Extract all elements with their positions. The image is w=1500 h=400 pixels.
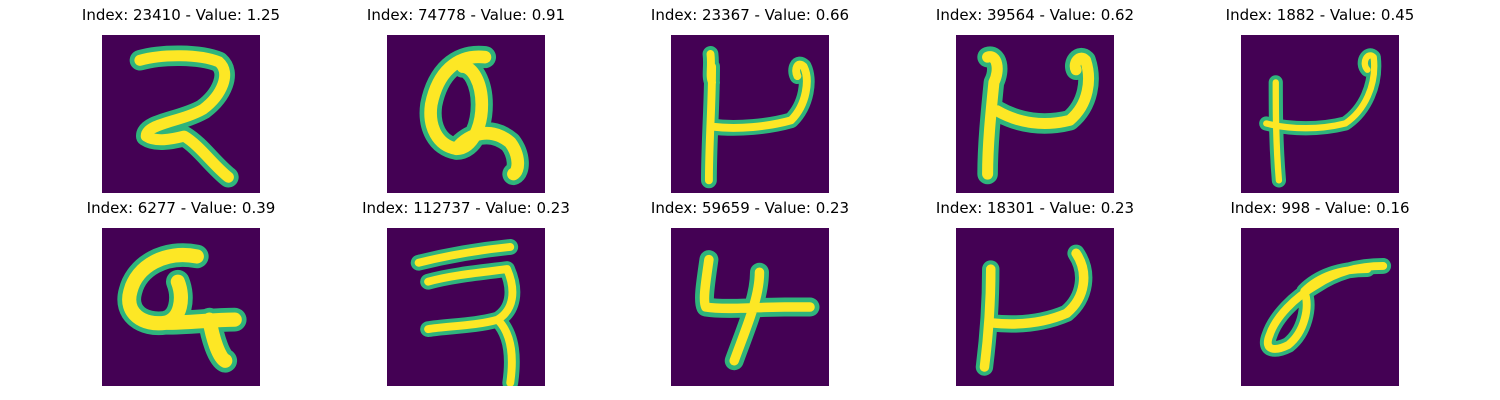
digit-image-2 [387,35,545,193]
digit-image-10 [1241,228,1399,386]
panel-title: Index: 39564 - Value: 0.62 [935,6,1135,24]
panel-7: Index: 112737 - Value: 0.23 [362,199,570,386]
digit-image-1 [102,35,260,193]
glyph-strokes [1259,48,1382,188]
panel-title: Index: 6277 - Value: 0.39 [86,199,276,217]
panel-8: Index: 59659 - Value: 0.23 [651,199,849,386]
glyph-strokes [694,250,820,371]
panel-title: Index: 998 - Value: 0.16 [1230,199,1410,217]
panel-title: Index: 74778 - Value: 0.91 [366,6,566,24]
panel-1: Index: 23410 - Value: 1.25 [82,6,280,193]
panel-title: Index: 112737 - Value: 0.23 [362,199,570,217]
digit-image-8 [671,228,829,386]
glyph-strokes [977,46,1099,185]
panel-title: Index: 18301 - Value: 0.23 [935,199,1135,217]
digit-image-6 [102,228,260,386]
panel-title: Index: 1882 - Value: 0.45 [1225,6,1415,24]
image-background [1241,228,1399,386]
glyph-strokes [419,45,529,186]
digit-image-3 [671,35,829,193]
digit-image-5 [1241,35,1399,193]
panel-10: Index: 998 - Value: 0.16 [1230,199,1410,386]
digit-image-7 [387,228,545,386]
panel-4: Index: 39564 - Value: 0.62 [936,6,1134,193]
panel-9: Index: 18301 - Value: 0.23 [936,199,1134,386]
glyph-strokes [701,46,815,189]
panel-2: Index: 74778 - Value: 0.91 [367,6,565,193]
panel-title: Index: 59659 - Value: 0.23 [650,199,850,217]
digit-image-9 [956,228,1114,386]
digit-image-4 [956,35,1114,193]
panel-3: Index: 23367 - Value: 0.66 [651,6,849,193]
glyph-strokes [129,45,239,188]
panel-title: Index: 23367 - Value: 0.66 [650,6,850,24]
glyph-strokes [975,244,1093,376]
glyph-strokes [410,239,521,386]
panel-title: Index: 23410 - Value: 1.25 [81,6,281,24]
panel-5: Index: 1882 - Value: 0.45 [1226,6,1414,193]
glyph-strokes [1260,258,1392,357]
panel-6: Index: 6277 - Value: 0.39 [87,199,275,386]
glyph-strokes [117,243,247,373]
